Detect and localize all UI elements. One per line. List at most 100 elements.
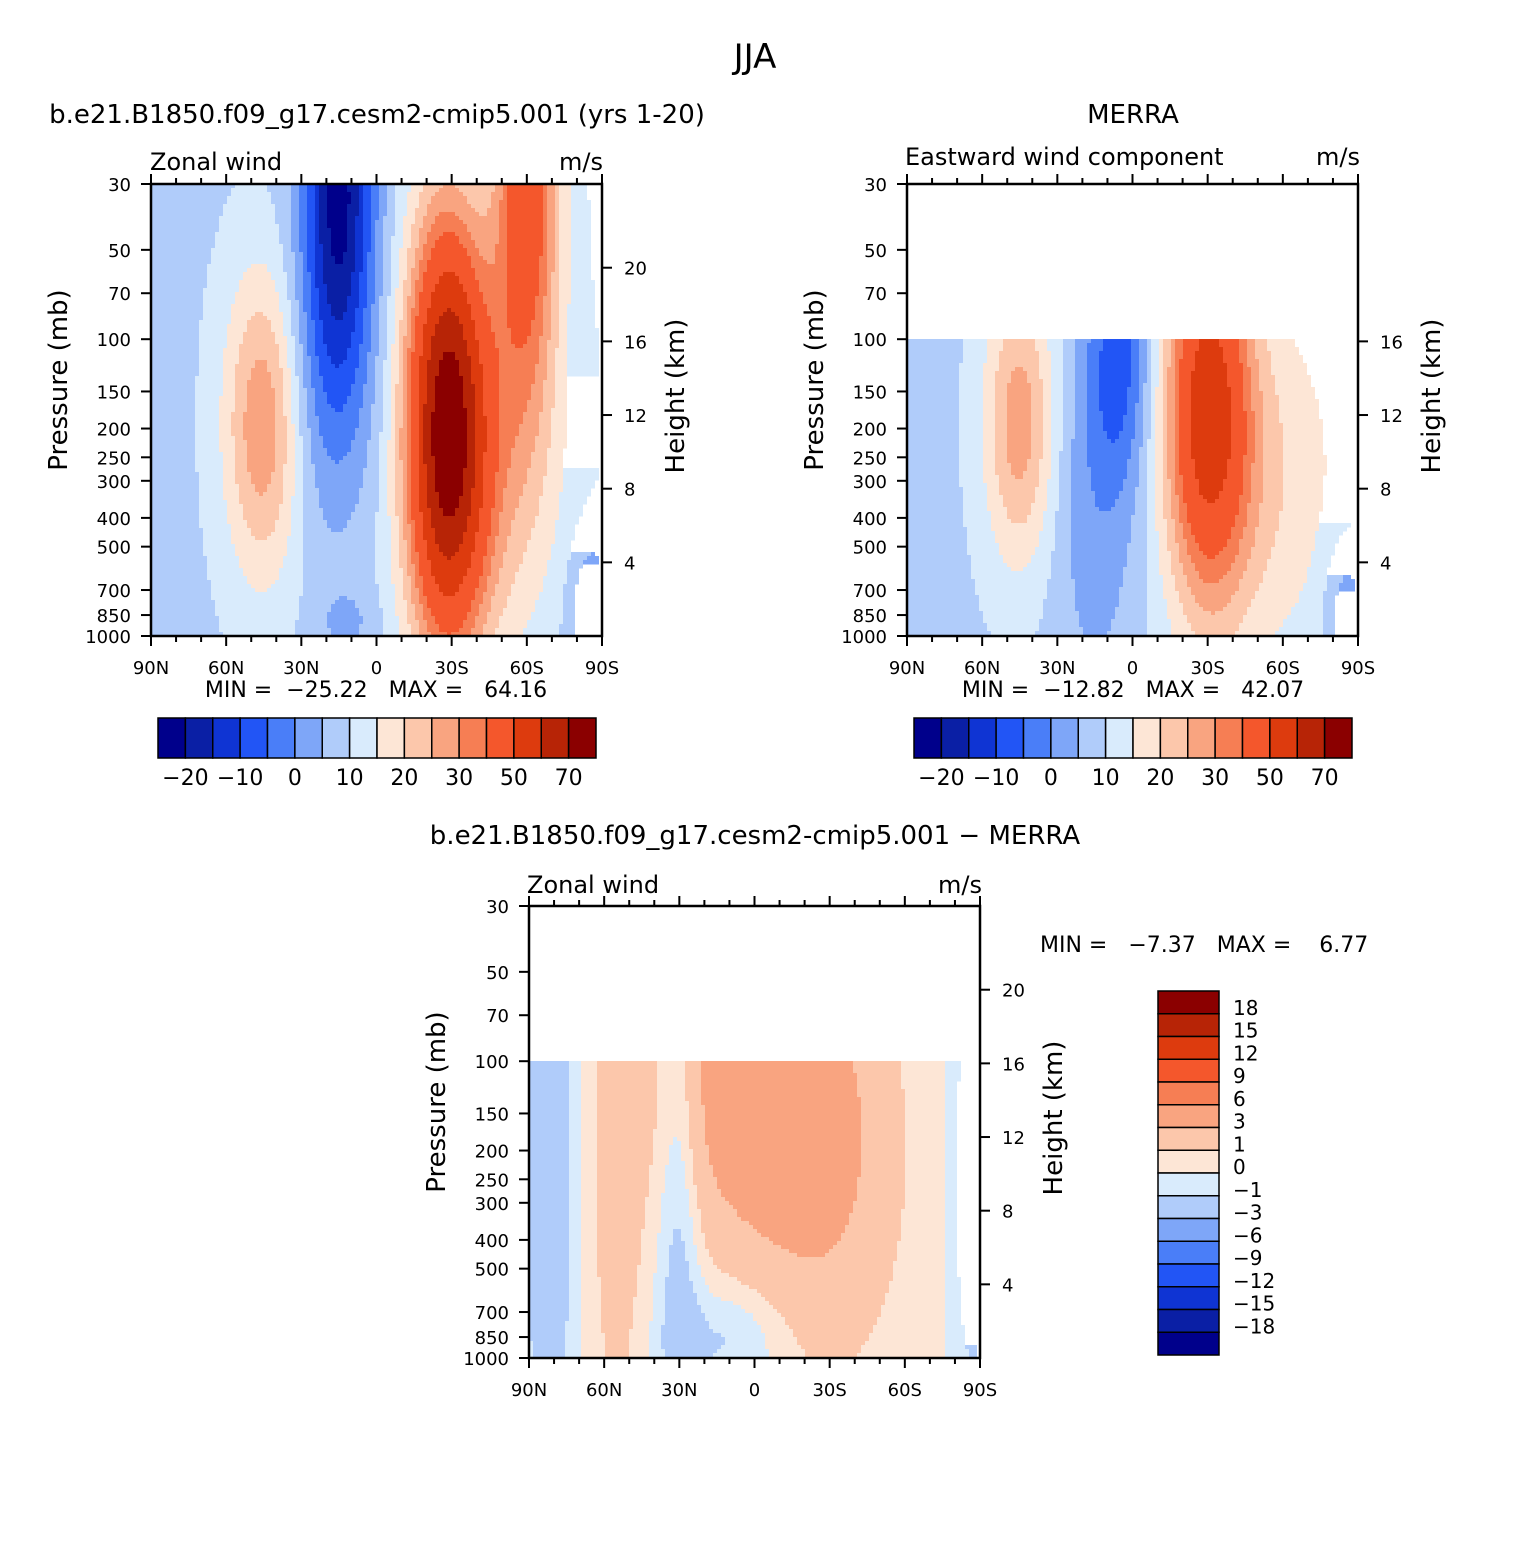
- contour-cell: [307, 260, 315, 265]
- contour-cell: [395, 504, 403, 509]
- min-max-label: MIN = −25.22 MAX = 64.16: [205, 678, 547, 703]
- contour-cell: [971, 555, 1003, 560]
- contour-cell: [1007, 515, 1027, 520]
- x-tick-label: 90N: [889, 658, 925, 679]
- contour-cell: [379, 488, 387, 493]
- contour-cell: [371, 204, 379, 209]
- contour-cell: [379, 296, 387, 301]
- contour-cell: [223, 348, 239, 353]
- contour-cell: [559, 624, 575, 629]
- contour-cell: [483, 404, 499, 409]
- contour-cell: [275, 220, 291, 225]
- contour-cell: [551, 284, 559, 289]
- contour-cell: [1179, 427, 1191, 432]
- contour-cell: [407, 380, 411, 385]
- contour-cell: [1107, 431, 1119, 436]
- contour-cell: [283, 252, 295, 257]
- contour-cell: [1011, 463, 1027, 468]
- contour-cell: [415, 580, 423, 585]
- contour-cell: [319, 504, 355, 509]
- contour-cell: [983, 363, 999, 368]
- contour-cell: [463, 488, 471, 493]
- contour-cell: [391, 420, 395, 425]
- contour-cell: [1127, 547, 1147, 552]
- contour-cell: [367, 264, 375, 269]
- contour-cell: [1043, 523, 1055, 528]
- contour-cell: [235, 380, 247, 385]
- contour-cell: [1155, 495, 1163, 500]
- contour-cell: [1247, 563, 1267, 568]
- contour-cell: [1183, 567, 1195, 572]
- contour-cell: [303, 468, 315, 473]
- contour-cell: [243, 512, 279, 517]
- contour-cell: [1187, 547, 1199, 552]
- contour-cell: [1075, 419, 1087, 424]
- contour-cell: [419, 552, 427, 557]
- contour-cell: [559, 324, 567, 329]
- contour-cell: [331, 456, 343, 461]
- contour-cell: [1279, 527, 1319, 532]
- contour-cell: [1075, 367, 1087, 372]
- contour-cell: [467, 524, 479, 529]
- contour-cell: [299, 388, 307, 393]
- contour-cell: [151, 268, 207, 273]
- contour-cell: [415, 616, 423, 621]
- contour-cell: [1087, 359, 1099, 364]
- contour-cell: [427, 396, 435, 401]
- contour-cell: [471, 492, 483, 497]
- contour-cell: [223, 476, 235, 481]
- contour-cell: [555, 388, 567, 393]
- contour-cell: [1255, 419, 1263, 424]
- contour-cell: [475, 620, 487, 625]
- contour-cell: [1179, 595, 1195, 600]
- contour-cell: [363, 384, 375, 389]
- contour-cell: [1251, 483, 1263, 488]
- contour-cell: [555, 528, 575, 533]
- contour-cell: [331, 252, 343, 257]
- contour-cell: [543, 304, 551, 309]
- contour-cell: [483, 456, 499, 461]
- contour-cell: [499, 224, 507, 229]
- contour-cell: [203, 304, 231, 309]
- contour-cell: [287, 280, 295, 285]
- contour-cell: [1283, 503, 1323, 508]
- contour-cell: [1183, 479, 1199, 484]
- contour-cell: [685, 1061, 701, 1066]
- contour-cell: [283, 496, 291, 501]
- contour-cell: [945, 1113, 957, 1118]
- contour-cell: [1247, 439, 1255, 444]
- y-tick-right-label: 16: [1380, 332, 1403, 353]
- contour-cell: [547, 284, 551, 289]
- contour-cell: [411, 488, 419, 493]
- contour-cell: [239, 492, 259, 497]
- contour-cell: [459, 372, 471, 377]
- contour-cell: [375, 272, 383, 277]
- contour-cell: [905, 1113, 945, 1118]
- contour-cell: [279, 508, 291, 513]
- contour-cell: [383, 608, 395, 613]
- contour-cell: [379, 504, 387, 509]
- contour-cell: [1235, 523, 1247, 528]
- contour-cell: [1255, 423, 1263, 428]
- contour-cell: [1327, 575, 1343, 580]
- contour-cell: [435, 484, 463, 489]
- contour-cell: [403, 304, 407, 309]
- contour-cell: [307, 216, 315, 221]
- contour-cell: [355, 216, 363, 221]
- contour-cell: [407, 476, 411, 481]
- contour-cell: [151, 440, 195, 445]
- contour-cell: [1035, 339, 1047, 344]
- contour-cell: [419, 268, 427, 273]
- contour-cell: [559, 500, 587, 505]
- contour-cell: [279, 224, 291, 229]
- contour-cell: [571, 292, 595, 297]
- contour-cell: [395, 320, 399, 325]
- contour-cell: [207, 556, 239, 561]
- contour-cell: [1063, 359, 1075, 364]
- contour-cell: [499, 384, 531, 389]
- contour-cell: [1283, 455, 1327, 460]
- contour-cell: [395, 300, 403, 305]
- contour-cell: [407, 364, 411, 369]
- contour-cell: [435, 324, 463, 329]
- contour-cell: [1031, 387, 1043, 392]
